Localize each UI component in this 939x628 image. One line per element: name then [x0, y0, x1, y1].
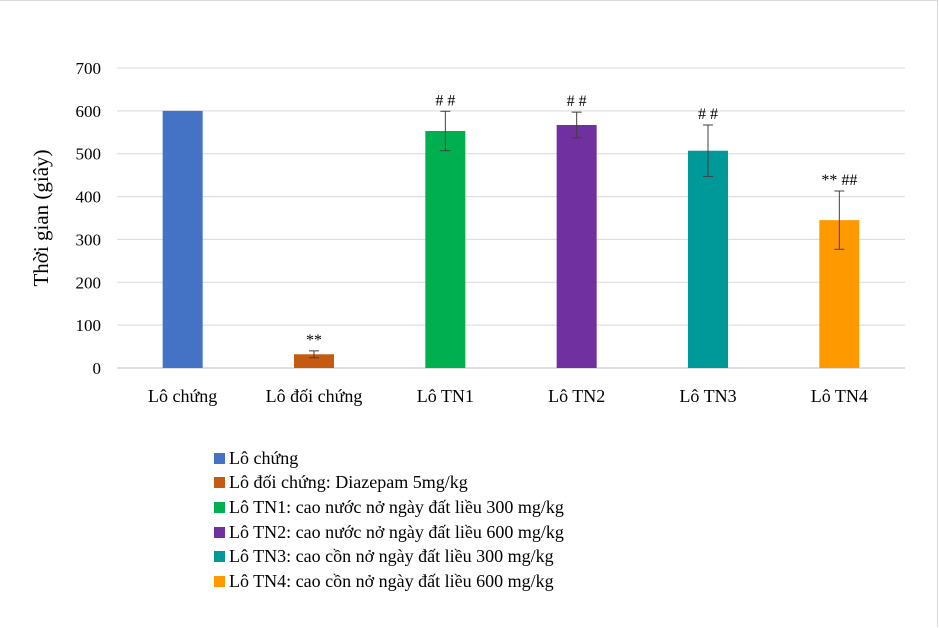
- legend-label: Lô TN3: cao cồn nở ngày đất liều 300 mg/…: [229, 546, 554, 567]
- bars: [162, 110, 860, 368]
- y-tick-label: 100: [76, 316, 102, 335]
- y-tick-label: 600: [76, 102, 102, 121]
- significance-label: **: [306, 332, 322, 349]
- legend-label: Lô đối chứng: Diazepam 5mg/kg: [229, 472, 468, 493]
- gridlines: [117, 67, 905, 369]
- x-category-labels: Lô chứng Lô đối chứng Lô TN1 Lô TN2 Lô TN3 Lô…: [148, 386, 868, 406]
- legend-swatch: [214, 477, 225, 489]
- legend-swatch: [214, 501, 225, 513]
- y-axis-label: Thời gian (giây): [29, 149, 53, 286]
- legend-item: Lô TN4: cao cồn nở ngày đất liều 600 mg/…: [214, 569, 564, 594]
- legend-item: Lô đối chứng: Diazepam 5mg/kg: [214, 471, 564, 496]
- y-tick-label: 0: [93, 359, 102, 378]
- x-category-label: Lô TN1: [417, 386, 474, 406]
- significance-label: # #: [435, 92, 455, 109]
- legend-swatch: [214, 452, 225, 464]
- significance-label: # #: [698, 106, 718, 123]
- significance-label: # #: [567, 93, 587, 110]
- y-tick-label: 500: [76, 145, 102, 164]
- legend-label: Lô chứng: [229, 447, 299, 468]
- legend: Lô chứng Lô đối chứng: Diazepam 5mg/kg Lô …: [214, 446, 564, 594]
- error-bars: [309, 110, 845, 359]
- x-category-label: Lô TN4: [811, 386, 868, 406]
- y-tick-label: 300: [76, 230, 102, 249]
- legend-item: Lô chứng: [214, 446, 564, 471]
- bar-1: [162, 110, 203, 368]
- legend-swatch: [214, 575, 225, 587]
- legend-label: Lô TN4: cao cồn nở ngày đất liều 600 mg/…: [229, 570, 554, 591]
- bar-2: [294, 354, 334, 368]
- significance-annotations: ** # # # # # # ** ##: [306, 92, 857, 349]
- bar-3: [425, 131, 466, 368]
- y-tick-label: 200: [76, 273, 102, 292]
- legend-swatch: [214, 526, 225, 538]
- legend-swatch: [214, 551, 225, 563]
- legend-label: Lô TN2: cao nước nở ngày đất liều 600 mg…: [229, 521, 564, 542]
- legend-item: Lô TN3: cao cồn nở ngày đất liều 300 mg/…: [214, 544, 564, 569]
- y-tick-label: 700: [76, 59, 102, 78]
- significance-label: ** ##: [821, 172, 857, 189]
- x-category-label: Lô chứng: [148, 386, 217, 406]
- y-tick-labels: 0 100 200 300 400 500 600 700: [76, 59, 102, 378]
- legend-item: Lô TN1: cao nước nở ngày đất liều 300 mg…: [214, 495, 564, 520]
- x-category-label: Lô TN3: [679, 386, 736, 406]
- bar-4: [556, 125, 597, 368]
- legend-label: Lô TN1: cao nước nở ngày đất liều 300 mg…: [229, 496, 564, 517]
- x-category-label: Lô TN2: [548, 386, 605, 406]
- y-tick-label: 400: [76, 188, 102, 207]
- bar-5: [688, 150, 728, 368]
- legend-item: Lô TN2: cao nước nở ngày đất liều 600 mg…: [214, 520, 564, 545]
- x-category-label: Lô đối chứng: [266, 386, 363, 406]
